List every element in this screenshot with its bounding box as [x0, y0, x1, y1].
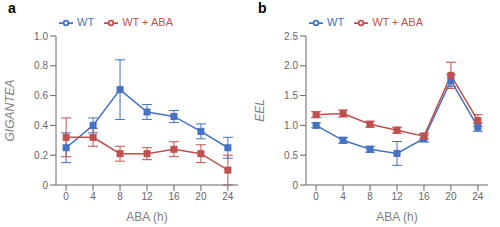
svg-text:0: 0 — [42, 180, 48, 191]
svg-text:0.5: 0.5 — [284, 150, 298, 161]
html-text:WT: WT — [327, 16, 345, 28]
svg-text:EEL: EEL — [253, 99, 267, 122]
svg-text:0: 0 — [63, 191, 69, 202]
svg-text:0.4: 0.4 — [34, 120, 48, 131]
svg-text:0.6: 0.6 — [34, 90, 48, 101]
html-text:WT: WT — [77, 16, 95, 28]
svg-text:1.0: 1.0 — [34, 31, 48, 42]
svg-text:8: 8 — [367, 191, 373, 202]
svg-text:12: 12 — [141, 191, 153, 202]
svg-text:24: 24 — [222, 191, 234, 202]
svg-text:ABA (h): ABA (h) — [126, 210, 167, 224]
svg-text:4: 4 — [340, 191, 346, 202]
svg-text:ABA (h): ABA (h) — [376, 210, 417, 224]
html-text:b: b — [258, 0, 267, 16]
svg-text:1.5: 1.5 — [284, 90, 298, 101]
svg-text:2.5: 2.5 — [284, 31, 298, 42]
svg-text:8: 8 — [117, 191, 123, 202]
svg-text:0.8: 0.8 — [34, 60, 48, 71]
html-text:WT + ABA: WT + ABA — [372, 16, 423, 28]
svg-text:12: 12 — [391, 191, 403, 202]
svg-text:GIGANTEA: GIGANTEA — [8, 79, 17, 141]
svg-text:20: 20 — [195, 191, 207, 202]
svg-text:2.0: 2.0 — [284, 60, 298, 71]
svg-text:0: 0 — [292, 180, 298, 191]
html-text:WT + ABA: WT + ABA — [122, 16, 173, 28]
svg-text:16: 16 — [168, 191, 180, 202]
svg-text:0: 0 — [313, 191, 319, 202]
svg-text:1.0: 1.0 — [284, 120, 298, 131]
svg-text:20: 20 — [445, 191, 457, 202]
svg-text:16: 16 — [418, 191, 430, 202]
html-text:a: a — [8, 0, 16, 16]
svg-text:24: 24 — [472, 191, 484, 202]
svg-text:4: 4 — [90, 191, 96, 202]
svg-text:0.2: 0.2 — [34, 150, 48, 161]
